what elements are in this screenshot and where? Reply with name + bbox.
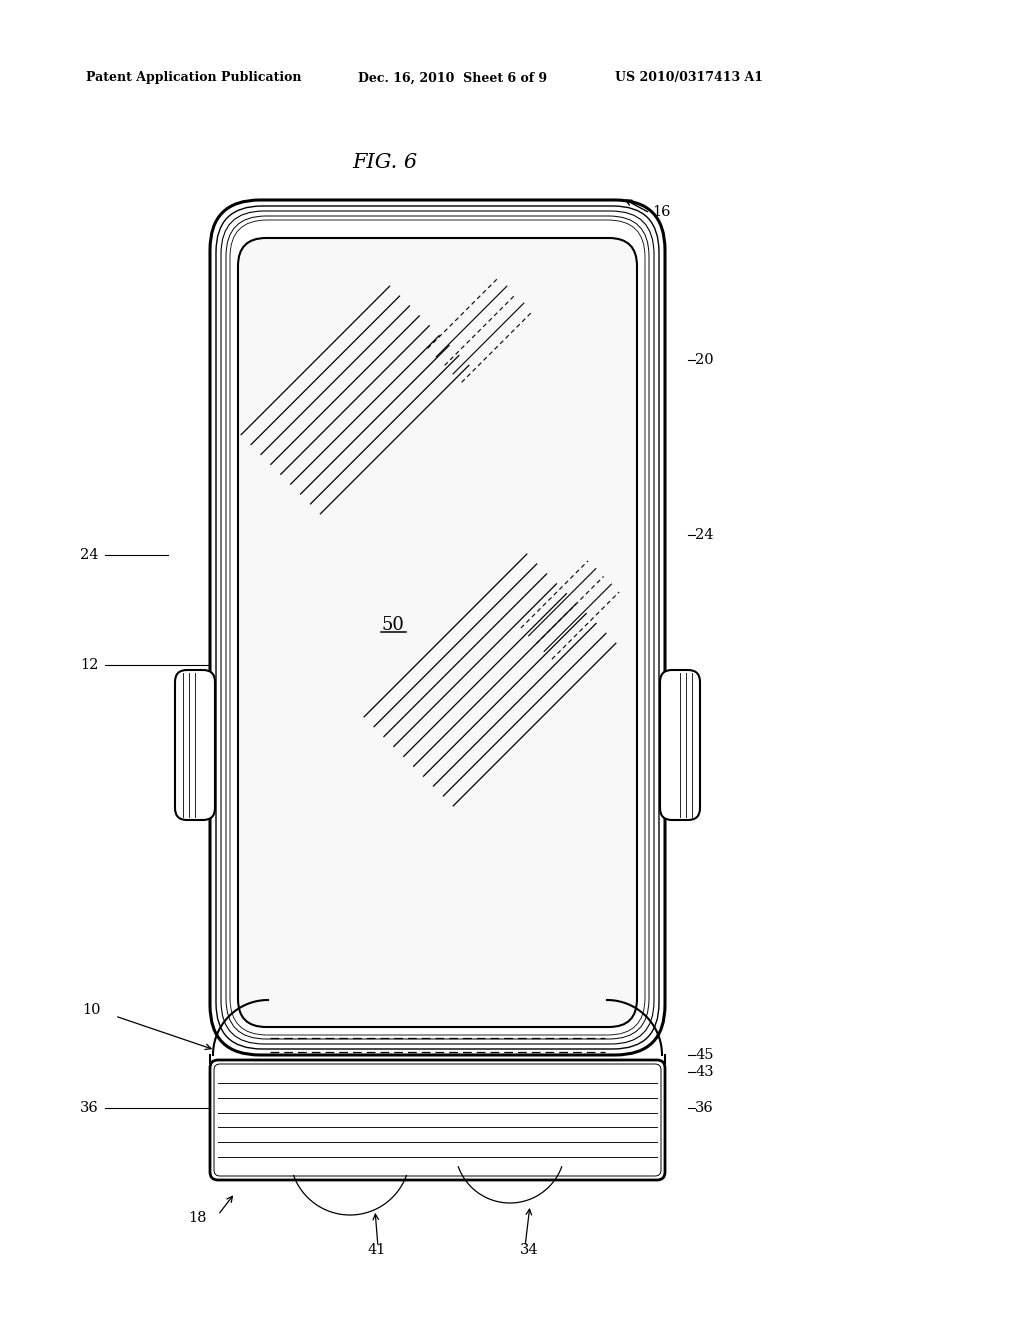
- Text: 41: 41: [368, 1243, 386, 1257]
- Text: 16: 16: [652, 205, 671, 219]
- FancyBboxPatch shape: [210, 201, 665, 1055]
- Text: 36: 36: [80, 1101, 98, 1115]
- Text: 20: 20: [695, 352, 714, 367]
- Text: 50: 50: [382, 616, 404, 634]
- Text: 24: 24: [80, 548, 98, 562]
- FancyBboxPatch shape: [603, 1067, 618, 1082]
- Text: 45: 45: [695, 1048, 714, 1063]
- FancyBboxPatch shape: [252, 1063, 276, 1085]
- FancyBboxPatch shape: [599, 1063, 623, 1085]
- FancyBboxPatch shape: [210, 1060, 665, 1180]
- Text: Patent Application Publication: Patent Application Publication: [86, 71, 301, 84]
- Text: 18: 18: [188, 1210, 207, 1225]
- Text: FIG. 6: FIG. 6: [352, 153, 418, 173]
- Text: 12: 12: [80, 657, 98, 672]
- FancyBboxPatch shape: [660, 671, 700, 820]
- Text: 43: 43: [695, 1065, 714, 1078]
- Text: 24: 24: [695, 528, 714, 543]
- FancyBboxPatch shape: [256, 1067, 272, 1082]
- Text: 34: 34: [520, 1243, 539, 1257]
- Text: Dec. 16, 2010  Sheet 6 of 9: Dec. 16, 2010 Sheet 6 of 9: [358, 71, 547, 84]
- Text: 10: 10: [82, 1003, 100, 1016]
- Text: 36: 36: [695, 1101, 714, 1115]
- Text: US 2010/0317413 A1: US 2010/0317413 A1: [615, 71, 763, 84]
- FancyBboxPatch shape: [175, 671, 215, 820]
- FancyBboxPatch shape: [238, 238, 637, 1027]
